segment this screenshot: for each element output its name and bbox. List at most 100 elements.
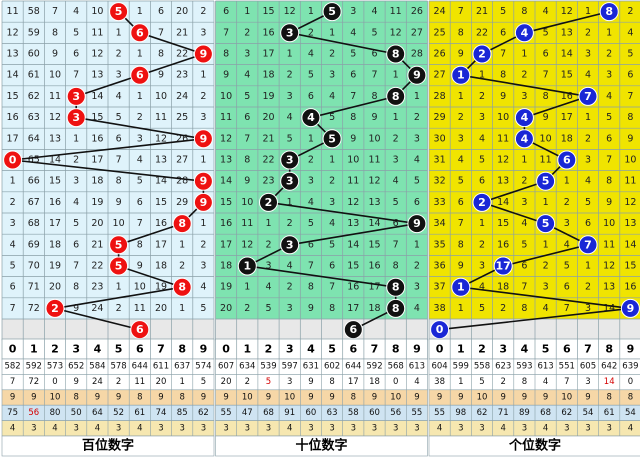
stat-value: 3	[179, 423, 184, 433]
cell-value: 29	[434, 112, 446, 123]
cell-value: 31	[434, 155, 446, 166]
stat-value: 8	[628, 393, 633, 403]
cell-value: 8	[500, 70, 506, 81]
cell-value: 9	[350, 133, 356, 144]
cell-value: 5	[564, 261, 570, 272]
stat-value: 3	[158, 423, 163, 433]
cell-value: 5	[414, 176, 420, 187]
stat-value: 8	[73, 393, 78, 403]
hit-ball	[130, 23, 150, 43]
stat-value: 68	[263, 408, 274, 418]
cell-value: 5	[543, 27, 549, 38]
stat-value: 3	[351, 423, 356, 433]
stat-value: 58	[348, 408, 359, 418]
stat-value: 10	[561, 393, 572, 403]
digit-header: 8	[392, 343, 400, 356]
stat-value: 9	[585, 393, 590, 403]
section-title-box	[428, 435, 640, 457]
trend-line	[244, 10, 419, 331]
hit-ball-label: 5	[542, 217, 550, 230]
hit-ball-label: 9	[200, 132, 208, 145]
hit-ball	[578, 86, 598, 106]
cell-value: 5	[265, 303, 271, 314]
cell-value: 5	[329, 239, 335, 250]
cell-value: 1	[265, 218, 271, 229]
cell-value: 66	[28, 176, 40, 187]
cell-value: 19	[262, 91, 274, 102]
cell-value: 12	[347, 197, 359, 208]
hit-ball-label: 8	[392, 90, 400, 103]
cell-value: 15	[262, 6, 274, 17]
cell-value: 1	[606, 27, 612, 38]
hit-ball	[536, 171, 556, 191]
cell-value: 6	[479, 176, 485, 187]
cell-value: 6	[627, 70, 633, 81]
stat-value: 9	[522, 393, 527, 403]
cell-value: 1	[458, 303, 464, 314]
stat-value: 17	[348, 377, 359, 387]
cell-value: 64	[28, 133, 40, 144]
cell-value: 13	[497, 176, 509, 187]
cell-value: 21	[91, 239, 103, 250]
cell-value: 19	[49, 261, 61, 272]
cell-value: 24	[434, 6, 446, 17]
hit-ball-label: 1	[457, 69, 465, 82]
cell-value: 10	[113, 218, 125, 229]
stat-value: 573	[47, 362, 63, 372]
cell-value: 12	[497, 155, 509, 166]
stat-value: 71	[498, 408, 509, 418]
cell-value: 5	[73, 27, 79, 38]
cell-value: 7	[350, 91, 356, 102]
cell-value: 4	[627, 27, 633, 38]
cell-value: 11	[368, 155, 380, 166]
stat-value: 4	[437, 423, 442, 433]
cell-value: 24	[176, 91, 188, 102]
cell-value: 1	[137, 49, 143, 60]
stat-value: 5	[201, 377, 206, 387]
cell-value: 3	[350, 6, 356, 17]
hit-ball-label: 3	[286, 26, 294, 39]
cell-value: 3	[287, 91, 293, 102]
cell-value: 15	[7, 91, 19, 102]
stat-value: 56	[28, 408, 39, 418]
cell-value: 3	[414, 282, 420, 293]
cell-value: 6	[500, 27, 506, 38]
cell-value: 32	[434, 176, 446, 187]
cell-value: 17	[220, 239, 232, 250]
hit-ball-label: 9	[413, 69, 421, 82]
cell-value: 13	[155, 155, 167, 166]
cell-value: 20	[155, 303, 167, 314]
cell-value: 13	[49, 133, 61, 144]
cell-value: 9	[116, 197, 122, 208]
cell-value: 3	[265, 261, 271, 272]
stat-value: 9	[158, 393, 163, 403]
cell-value: 4	[265, 282, 271, 293]
hit-ball	[451, 65, 471, 85]
digit-header: 6	[136, 343, 144, 356]
cell-value: 16	[91, 133, 103, 144]
cell-value: 14	[49, 155, 61, 166]
cell-value: 15	[91, 112, 103, 123]
cell-value: 3	[458, 133, 464, 144]
cell-value: 9	[627, 133, 633, 144]
cell-value: 10	[368, 133, 380, 144]
stat-value: 9	[308, 393, 313, 403]
stat-value: 4	[628, 423, 633, 433]
cell-value: 4	[414, 303, 420, 314]
cell-value: 1	[414, 91, 420, 102]
cell-value: 6	[308, 239, 314, 250]
cell-value: 1	[585, 112, 591, 123]
hit-ball	[193, 129, 213, 149]
stat-value: 611	[153, 362, 169, 372]
cell-value: 14	[7, 70, 19, 81]
cell-value: 2	[479, 91, 485, 102]
stat-value: 3	[606, 423, 611, 433]
cell-value: 6	[393, 218, 399, 229]
cell-value: 12	[155, 133, 167, 144]
cell-value: 29	[176, 197, 188, 208]
cell-value: 8	[73, 282, 79, 293]
hit-ball-label: 1	[243, 260, 251, 273]
cell-value: 6	[158, 6, 164, 17]
cell-value: 6	[73, 49, 79, 60]
cell-value: 17	[368, 282, 380, 293]
